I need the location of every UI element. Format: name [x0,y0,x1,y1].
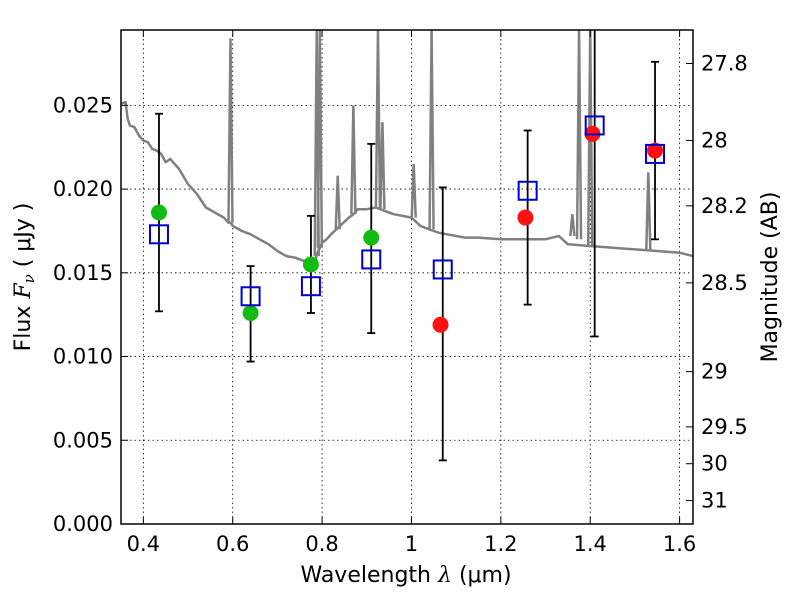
axis-ticks: 0.4 0.6 0.8 1 1.2 1.4 1.6 0.000 0.005 0.010 0.015 0… [53,30,748,556]
emission-line [569,214,576,237]
y-tick-label: 0.010 [53,345,113,369]
emission-line [410,163,417,218]
y-tick-label: 0.025 [53,93,113,117]
plot-frame [120,29,694,525]
model-flux-square [148,224,169,245]
observed-flux-point [302,256,319,273]
x-tick-label: 0.8 [305,532,338,556]
model-flux-square [240,286,261,307]
x-tick-label: 1.6 [663,532,696,556]
x-tick-label: 0.6 [216,532,249,556]
observed-flux-point [150,204,167,221]
observed-flux-point [647,142,664,159]
y-axis-label: Flux Fν ( μJy ) [11,203,38,352]
model-flux-square [584,115,605,136]
y2-tick-label: 28 [701,129,728,153]
model-flux-square [300,276,321,297]
emission-line [379,122,386,210]
y2-tick-label: 29.5 [701,415,748,439]
emission-line [350,105,357,215]
y2-axis-label: Magnitude (AB) [758,192,783,363]
emission-line [227,38,234,223]
emission-line [334,175,341,230]
model-flux-square [432,259,453,280]
observed-flux-point [242,305,259,322]
y2-tick-label: 30 [701,452,728,476]
model-flux-square [517,180,538,201]
emission-line [645,172,652,250]
data-markers [148,115,666,333]
observed-flux-point [363,229,380,246]
model-flux-square [361,249,382,270]
y-tick-label: 0.000 [53,512,113,536]
y2-tick-label: 29 [701,360,728,384]
observed-flux-point [517,209,534,226]
x-tick-label: 1.2 [484,532,517,556]
observed-flux-point [432,316,449,333]
y2-tick-label: 31 [701,489,728,513]
x-tick-label: 1 [405,532,418,556]
x-tick-label: 1.4 [574,532,607,556]
y-tick-label: 0.005 [53,428,113,452]
y2-tick-label: 28.2 [701,194,748,218]
x-tick-label: 0.4 [127,532,160,556]
x-axis-label: Wavelength λ (μm) [300,563,511,588]
y-tick-label: 0.020 [53,177,113,201]
y2-tick-label: 28.5 [701,271,748,295]
model-flux-square [645,143,666,164]
y-tick-label: 0.015 [53,261,113,285]
y2-tick-label: 27.8 [701,51,748,75]
